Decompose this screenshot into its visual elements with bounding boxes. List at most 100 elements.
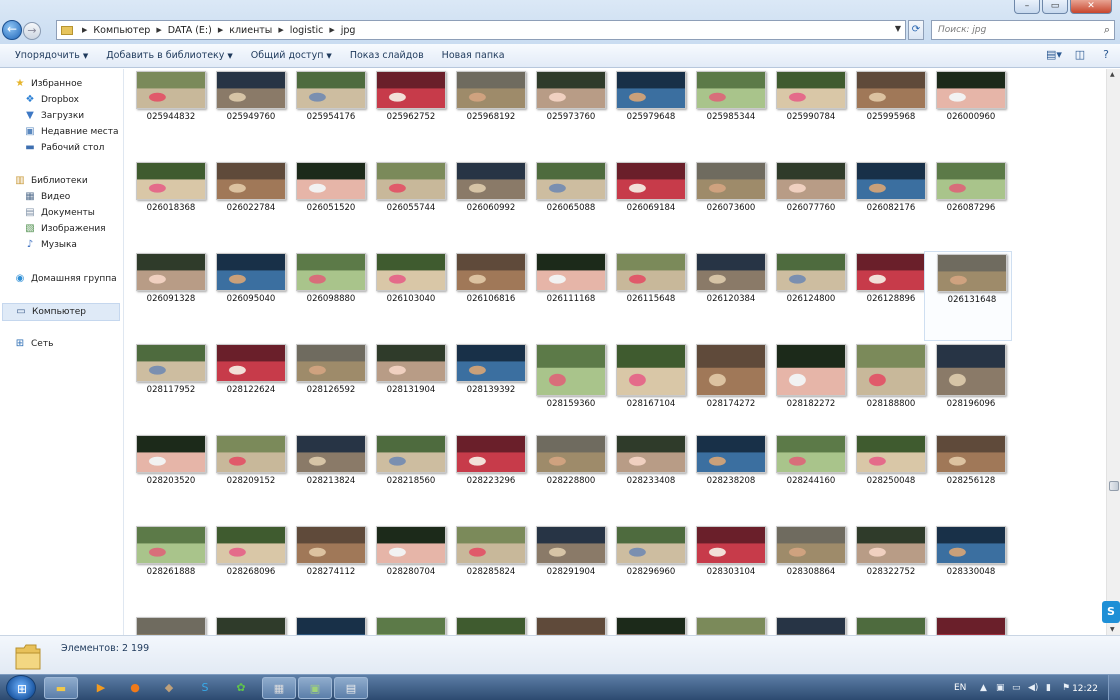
breadcrumb-jpg[interactable]: jpg bbox=[340, 24, 356, 36]
chevron-right-icon[interactable]: ▶ bbox=[156, 26, 162, 34]
file-tile[interactable]: 028238208 bbox=[684, 433, 772, 524]
file-tile[interactable]: 025968192 bbox=[444, 69, 532, 160]
file-tile[interactable]: 026128896 bbox=[844, 251, 932, 342]
file-tile[interactable]: 025990784 bbox=[764, 69, 852, 160]
new-folder-button[interactable]: Новая папка bbox=[441, 50, 505, 61]
chevron-down-icon[interactable]: ▼ bbox=[894, 24, 901, 33]
chevron-up-icon[interactable]: ▲ bbox=[980, 683, 987, 693]
taskbar-window-2[interactable]: ▣ bbox=[298, 677, 332, 699]
skype-pin-button[interactable]: S bbox=[1102, 601, 1120, 623]
nav-favorites[interactable]: ★ Избранное bbox=[14, 78, 83, 90]
file-tile[interactable] bbox=[128, 615, 212, 635]
file-tile[interactable]: 028131904 bbox=[364, 342, 452, 433]
search-input[interactable]: Поиск: jpg ⌕ bbox=[931, 20, 1115, 40]
file-tile[interactable]: 026115648 bbox=[604, 251, 692, 342]
file-tile[interactable] bbox=[204, 615, 292, 635]
file-tile[interactable] bbox=[284, 615, 372, 635]
file-tile[interactable]: 028330048 bbox=[924, 524, 1012, 615]
file-tile[interactable]: 028139392 bbox=[444, 342, 532, 433]
breadcrumb-computer[interactable]: Компьютер bbox=[93, 24, 151, 36]
vertical-scrollbar[interactable]: ▲ ▼ bbox=[1106, 69, 1120, 635]
chevron-right-icon[interactable]: ▶ bbox=[82, 26, 88, 34]
file-tile[interactable]: 026095040 bbox=[204, 251, 292, 342]
file-tile[interactable]: 026018368 bbox=[128, 160, 212, 251]
nav-desktop[interactable]: ▬ Рабочий стол bbox=[24, 142, 104, 154]
taskbar-explorer[interactable]: ▬ bbox=[44, 677, 78, 699]
file-tile[interactable]: 028261888 bbox=[128, 524, 212, 615]
file-tile[interactable]: 028203520 bbox=[128, 433, 212, 524]
file-tile[interactable] bbox=[604, 615, 692, 635]
language-indicator[interactable]: EN bbox=[954, 683, 967, 693]
file-tile[interactable]: 026065088 bbox=[524, 160, 612, 251]
refresh-button[interactable]: ⟳ bbox=[908, 20, 924, 40]
file-tile[interactable]: 026077760 bbox=[764, 160, 852, 251]
file-tile[interactable]: 026106816 bbox=[444, 251, 532, 342]
file-tile[interactable]: 028268096 bbox=[204, 524, 292, 615]
file-tile[interactable]: 028256128 bbox=[924, 433, 1012, 524]
file-tile[interactable]: 025962752 bbox=[364, 69, 452, 160]
file-tile[interactable]: 025995968 bbox=[844, 69, 932, 160]
file-tile[interactable]: 026098880 bbox=[284, 251, 372, 342]
file-tile[interactable]: 028285824 bbox=[444, 524, 532, 615]
preview-pane-button[interactable]: ◫ bbox=[1072, 48, 1088, 62]
close-button[interactable]: ✕ bbox=[1070, 0, 1112, 14]
file-tile[interactable]: 028159360 bbox=[524, 342, 612, 433]
file-tile[interactable] bbox=[844, 615, 932, 635]
file-tile[interactable]: 026055744 bbox=[364, 160, 452, 251]
chevron-right-icon[interactable]: ▶ bbox=[217, 26, 224, 34]
file-tile[interactable]: 028182272 bbox=[764, 342, 852, 433]
file-tile[interactable]: 028167104 bbox=[604, 342, 692, 433]
slideshow-button[interactable]: Показ слайдов bbox=[349, 50, 424, 61]
file-tile[interactable]: 028223296 bbox=[444, 433, 532, 524]
nav-dropbox[interactable]: ❖ Dropbox bbox=[24, 94, 79, 106]
add-to-library-menu[interactable]: Добавить в библиотеку ▼ bbox=[97, 50, 242, 61]
nav-network[interactable]: ⊞ Сеть bbox=[14, 338, 54, 350]
file-tile[interactable]: 025949760 bbox=[204, 69, 292, 160]
network-status-icon[interactable]: ▣ bbox=[996, 683, 1005, 693]
nav-music[interactable]: ♪ Музыка bbox=[24, 239, 77, 251]
nav-downloads[interactable]: ▼ Загрузки bbox=[24, 110, 84, 122]
chevron-right-icon[interactable]: ▶ bbox=[278, 26, 284, 34]
file-tile[interactable]: 025944832 bbox=[128, 69, 212, 160]
breadcrumb-logistic[interactable]: logistic bbox=[289, 24, 324, 36]
taskbar-gimp[interactable]: ◆ bbox=[152, 677, 186, 699]
share-menu[interactable]: Общий доступ ▼ bbox=[242, 50, 341, 61]
taskbar-media-player[interactable]: ▶ bbox=[84, 677, 118, 699]
scroll-down-icon[interactable]: ▼ bbox=[1110, 626, 1115, 633]
file-tile[interactable]: 026060992 bbox=[444, 160, 532, 251]
file-tile[interactable]: 028126592 bbox=[284, 342, 372, 433]
file-tile[interactable]: 025985344 bbox=[684, 69, 772, 160]
chevron-right-icon[interactable]: ▶ bbox=[329, 26, 335, 34]
nav-recent[interactable]: ▣ Недавние места bbox=[24, 126, 118, 138]
file-tile[interactable] bbox=[364, 615, 452, 635]
file-tile[interactable]: 028218560 bbox=[364, 433, 452, 524]
file-tile[interactable]: 028213824 bbox=[284, 433, 372, 524]
file-tile[interactable]: 028117952 bbox=[128, 342, 212, 433]
file-tile[interactable]: 026000960 bbox=[924, 69, 1012, 160]
nav-computer[interactable]: ▭ Компьютер bbox=[2, 303, 120, 321]
file-tile[interactable]: 028233408 bbox=[604, 433, 692, 524]
monitor-icon[interactable]: ▭ bbox=[1012, 683, 1021, 693]
file-tile[interactable]: 028228800 bbox=[524, 433, 612, 524]
file-tile[interactable]: 028296960 bbox=[604, 524, 692, 615]
breadcrumb-data-drive[interactable]: DATA (E:) bbox=[167, 24, 212, 36]
file-tile[interactable]: 026069184 bbox=[604, 160, 692, 251]
nav-video[interactable]: ▦ Видео bbox=[24, 191, 70, 203]
nav-homegroup[interactable]: ◉ Домашняя группа bbox=[14, 273, 117, 285]
back-button[interactable]: ← bbox=[2, 20, 22, 40]
file-tile[interactable]: 028122624 bbox=[204, 342, 292, 433]
taskbar-skype[interactable]: S bbox=[188, 677, 222, 699]
file-tile[interactable]: 026120384 bbox=[684, 251, 772, 342]
file-tile[interactable] bbox=[924, 615, 1012, 635]
nav-pictures[interactable]: ▧ Изображения bbox=[24, 223, 105, 235]
file-tile[interactable]: 028196096 bbox=[924, 342, 1012, 433]
taskbar-firefox[interactable]: ● bbox=[118, 677, 152, 699]
file-tile[interactable]: 028280704 bbox=[364, 524, 452, 615]
file-tile[interactable]: 026124800 bbox=[764, 251, 852, 342]
scroll-up-icon[interactable]: ▲ bbox=[1110, 71, 1115, 78]
file-tile[interactable]: 025979648 bbox=[604, 69, 692, 160]
file-tile[interactable]: 026111168 bbox=[524, 251, 612, 342]
file-tile[interactable]: 028188800 bbox=[844, 342, 932, 433]
file-tile[interactable]: 028322752 bbox=[844, 524, 932, 615]
file-tile[interactable]: 025954176 bbox=[284, 69, 372, 160]
